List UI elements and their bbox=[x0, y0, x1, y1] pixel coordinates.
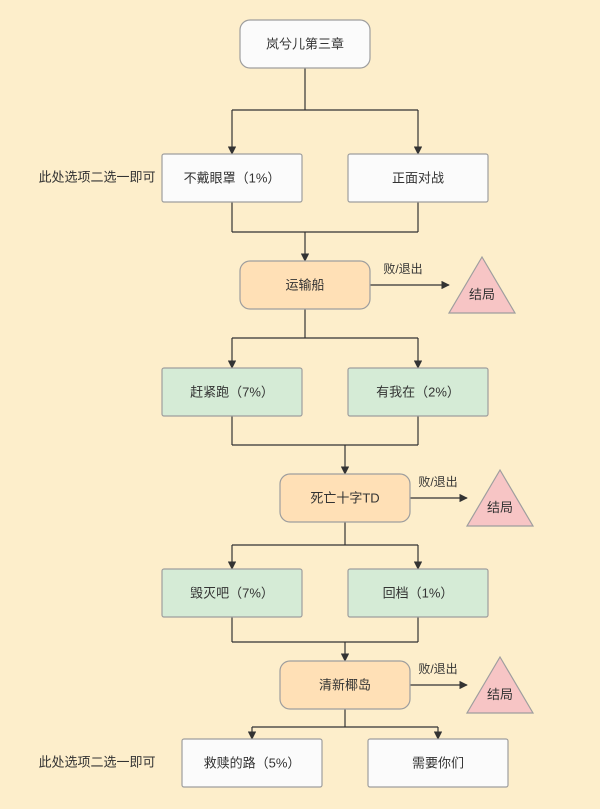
svg-text:救赎的路（5%）: 救赎的路（5%） bbox=[204, 755, 301, 770]
node-end3: 结局 bbox=[467, 657, 533, 713]
node-start: 岚兮儿第三章 bbox=[240, 20, 370, 68]
node-ship: 运输船 bbox=[240, 261, 370, 309]
svg-text:结局: 结局 bbox=[469, 287, 495, 302]
svg-text:赶紧跑（7%）: 赶紧跑（7%） bbox=[190, 384, 274, 399]
node-opt2L: 赶紧跑（7%） bbox=[162, 368, 302, 416]
node-opt4L: 救赎的路（5%） bbox=[182, 739, 322, 787]
svg-text:不戴眼罩（1%）: 不戴眼罩（1%） bbox=[184, 170, 281, 185]
svg-text:需要你们: 需要你们 bbox=[412, 755, 464, 770]
node-opt3L: 毁灭吧（7%） bbox=[162, 569, 302, 617]
node-crosstd: 死亡十字TD bbox=[280, 474, 410, 522]
svg-text:结局: 结局 bbox=[487, 500, 513, 515]
node-opt1L: 不戴眼罩（1%） bbox=[162, 154, 302, 202]
svg-text:死亡十字TD: 死亡十字TD bbox=[310, 490, 379, 505]
svg-text:结局: 结局 bbox=[487, 687, 513, 702]
svg-text:岚兮儿第三章: 岚兮儿第三章 bbox=[266, 36, 344, 51]
side-label: 此处选项二选一即可 bbox=[38, 169, 155, 184]
edge-label: 败/退出 bbox=[383, 261, 422, 276]
svg-text:回档（1%）: 回档（1%） bbox=[383, 585, 454, 600]
svg-text:有我在（2%）: 有我在（2%） bbox=[376, 384, 460, 399]
node-end2: 结局 bbox=[467, 470, 533, 526]
side-label: 此处选项二选一即可 bbox=[38, 754, 155, 769]
edge-label: 败/退出 bbox=[418, 474, 457, 489]
node-opt1R: 正面对战 bbox=[348, 154, 488, 202]
flowchart-canvas: 败/退出败/退出败/退出岚兮儿第三章不戴眼罩（1%）正面对战运输船结局赶紧跑（7… bbox=[0, 0, 600, 809]
node-opt2R: 有我在（2%） bbox=[348, 368, 488, 416]
node-opt4R: 需要你们 bbox=[368, 739, 508, 787]
svg-text:清新椰岛: 清新椰岛 bbox=[319, 677, 371, 692]
svg-text:正面对战: 正面对战 bbox=[392, 170, 444, 185]
edge-label: 败/退出 bbox=[418, 661, 457, 676]
svg-text:毁灭吧（7%）: 毁灭吧（7%） bbox=[190, 585, 274, 600]
node-coco: 清新椰岛 bbox=[280, 661, 410, 709]
svg-text:运输船: 运输船 bbox=[285, 277, 324, 292]
node-end1: 结局 bbox=[449, 257, 515, 313]
node-opt3R: 回档（1%） bbox=[348, 569, 488, 617]
